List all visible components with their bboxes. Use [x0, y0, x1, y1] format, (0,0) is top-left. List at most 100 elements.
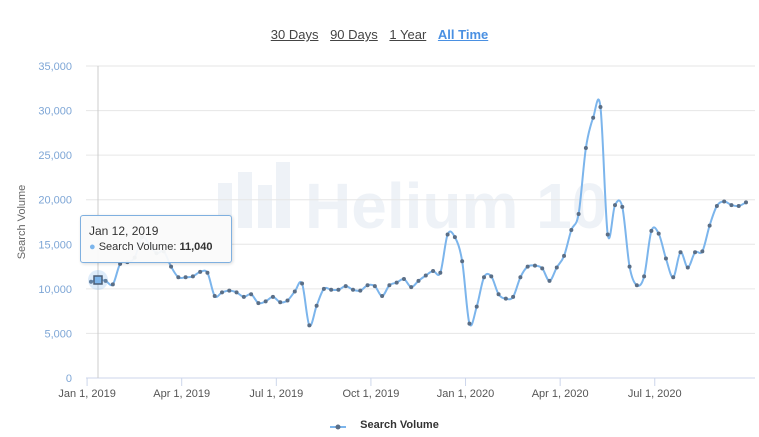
data-point[interactable] — [613, 203, 617, 208]
data-point[interactable] — [409, 285, 414, 290]
data-point[interactable] — [183, 275, 188, 280]
data-point[interactable] — [634, 283, 639, 288]
data-point[interactable] — [256, 301, 261, 306]
tooltip-value: 11,040 — [179, 241, 213, 253]
data-point[interactable] — [241, 294, 246, 299]
data-point[interactable] — [314, 303, 319, 308]
data-point[interactable] — [423, 273, 428, 278]
data-point[interactable] — [321, 286, 326, 291]
data-point[interactable] — [452, 235, 457, 240]
data-point[interactable] — [89, 279, 93, 284]
data-point[interactable] — [605, 232, 610, 237]
data-point[interactable] — [387, 283, 392, 288]
data-point[interactable] — [518, 275, 523, 280]
data-point[interactable] — [547, 278, 552, 283]
data-point[interactable] — [351, 287, 355, 292]
y-tick-label: 20,000 — [38, 195, 72, 207]
data-point[interactable] — [707, 223, 712, 228]
data-point[interactable] — [656, 231, 661, 236]
data-point[interactable] — [103, 278, 108, 283]
data-point[interactable] — [329, 287, 334, 292]
data-point[interactable] — [620, 204, 625, 209]
data-point[interactable] — [336, 287, 341, 292]
data-point[interactable] — [460, 259, 465, 264]
data-point[interactable] — [583, 146, 588, 151]
data-point[interactable] — [438, 270, 443, 275]
legend-item[interactable]: Search Volume — [360, 419, 439, 431]
data-point[interactable] — [249, 292, 254, 297]
data-point[interactable] — [554, 265, 559, 270]
data-point[interactable] — [496, 292, 501, 297]
data-point[interactable] — [394, 280, 399, 285]
data-point[interactable] — [729, 203, 734, 208]
data-point[interactable] — [591, 115, 596, 120]
data-point[interactable] — [540, 266, 545, 271]
data-point[interactable] — [292, 289, 297, 294]
data-point[interactable] — [474, 304, 479, 309]
data-point[interactable] — [678, 250, 683, 255]
data-point[interactable] — [722, 199, 727, 204]
data-point[interactable] — [671, 275, 676, 280]
data-point[interactable] — [234, 290, 239, 295]
data-point[interactable] — [649, 228, 654, 233]
data-point[interactable] — [372, 284, 377, 289]
data-point[interactable] — [685, 265, 690, 270]
data-point[interactable] — [482, 275, 486, 280]
data-point[interactable] — [663, 256, 668, 261]
data-point[interactable] — [576, 211, 581, 216]
data-point[interactable] — [212, 293, 217, 298]
y-tick-label: 25,000 — [38, 150, 72, 162]
data-point[interactable] — [205, 270, 210, 275]
data-point[interactable] — [598, 105, 603, 110]
data-point[interactable] — [380, 293, 385, 298]
data-point[interactable] — [562, 253, 567, 258]
data-point[interactable] — [300, 281, 305, 286]
range-1-year[interactable]: 1 Year — [389, 27, 427, 42]
data-point[interactable] — [358, 288, 363, 293]
data-point[interactable] — [278, 300, 283, 305]
data-point[interactable] — [169, 264, 174, 269]
data-point[interactable] — [198, 269, 203, 274]
data-point[interactable] — [627, 264, 632, 269]
data-point[interactable] — [110, 282, 115, 287]
data-point[interactable] — [744, 200, 748, 205]
data-point[interactable] — [532, 263, 537, 268]
data-point[interactable] — [467, 321, 472, 326]
hover-marker[interactable] — [93, 275, 103, 285]
data-point[interactable] — [693, 250, 698, 255]
data-point[interactable] — [431, 269, 436, 274]
data-point[interactable] — [365, 283, 370, 288]
tooltip-date: Jan 12, 2019 — [89, 224, 159, 238]
legend[interactable]: Search Volume — [0, 419, 759, 431]
range-all-time[interactable]: All Time — [437, 27, 489, 42]
data-point[interactable] — [176, 275, 181, 280]
data-point[interactable] — [307, 323, 312, 328]
data-point[interactable] — [569, 228, 574, 233]
data-point[interactable] — [736, 203, 741, 208]
data-point[interactable] — [714, 203, 719, 208]
data-point[interactable] — [270, 294, 275, 299]
data-point[interactable] — [503, 296, 508, 301]
range-90-days[interactable]: 90 Days — [330, 27, 378, 42]
data-point[interactable] — [343, 284, 348, 289]
x-tick-label: Apr 1, 2020 — [532, 388, 589, 400]
tooltip-series: Search Volume — [98, 241, 174, 253]
data-point[interactable] — [700, 249, 705, 254]
data-point[interactable] — [511, 294, 516, 299]
data-point[interactable] — [525, 264, 530, 269]
data-point[interactable] — [445, 232, 450, 237]
data-point[interactable] — [416, 278, 421, 283]
data-point[interactable] — [190, 274, 195, 279]
y-tick-label: 10,000 — [38, 284, 72, 296]
x-tick-label: Oct 1, 2019 — [342, 388, 399, 400]
data-point[interactable] — [401, 277, 406, 282]
data-point[interactable] — [642, 274, 647, 279]
data-point[interactable] — [263, 299, 268, 304]
data-point[interactable] — [489, 274, 494, 279]
range-30-days[interactable]: 30 Days — [270, 27, 319, 42]
data-point[interactable] — [227, 288, 232, 293]
y-tick-label: 15,000 — [38, 239, 72, 251]
data-point[interactable] — [285, 298, 290, 303]
series-dot-icon: ● — [89, 241, 96, 253]
data-point[interactable] — [220, 290, 224, 295]
